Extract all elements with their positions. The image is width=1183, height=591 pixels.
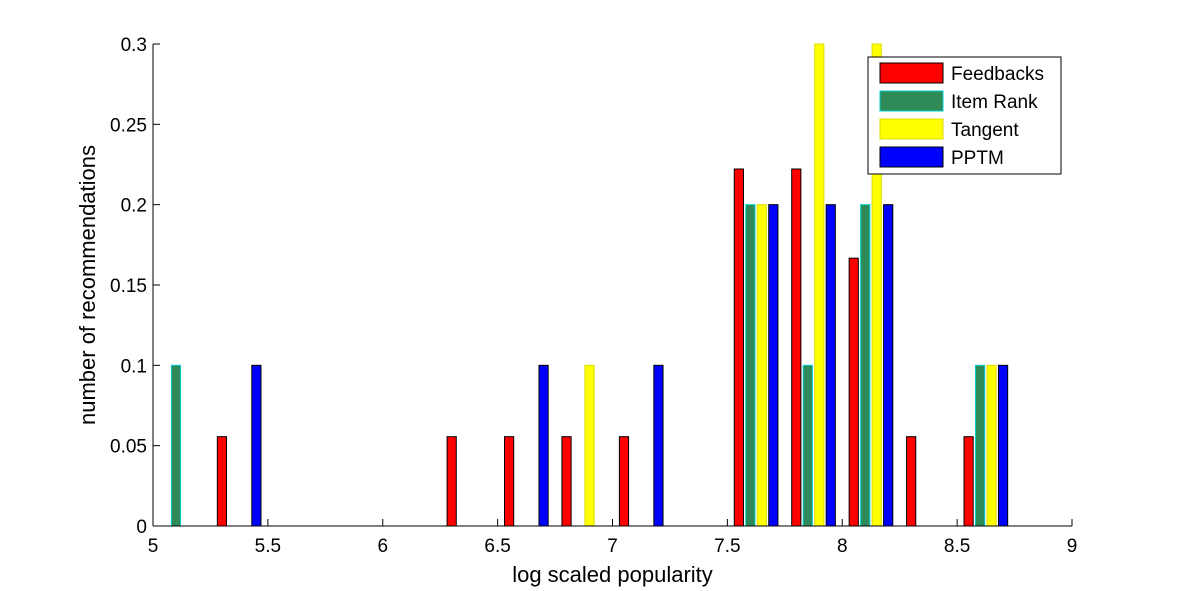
- bar-feedbacks-5: [446, 436, 457, 527]
- legend-label-item-rank: Item Rank: [951, 92, 1038, 113]
- y-tick-label: 0.05: [110, 437, 147, 458]
- bar-feedbacks-6: [504, 436, 515, 527]
- bar-item-rank-11: [802, 364, 813, 527]
- legend-swatch-pptm: [879, 146, 944, 168]
- y-tick-label: 0.2: [121, 196, 147, 217]
- x-tick-label: 6.5: [484, 536, 510, 557]
- bar-item-rank-12: [860, 204, 871, 527]
- bar-item-rank-14: [975, 364, 986, 527]
- y-axis-label: number of recommendations: [75, 145, 100, 425]
- bar-tangent-14: [986, 364, 997, 527]
- bar-tangent-10: [756, 204, 767, 527]
- bar-pptm-8: [653, 364, 664, 527]
- legend-label-tangent: Tangent: [951, 120, 1019, 141]
- x-tick-label: 7.5: [714, 536, 740, 557]
- y-tick-label: 0.1: [121, 356, 147, 377]
- legend-swatch-tangent: [879, 118, 944, 140]
- bar-pptm-14: [997, 364, 1009, 527]
- bar-feedbacks-7: [561, 436, 572, 527]
- legend-swatch-item-rank: [879, 90, 944, 112]
- bar-feedbacks-10: [733, 168, 744, 527]
- bar-feedbacks-1: [216, 436, 228, 527]
- bar-feedbacks-12: [848, 257, 859, 527]
- bar-pptm-10: [768, 204, 779, 527]
- x-tick-label: 8: [837, 536, 848, 557]
- bar-feedbacks-11: [791, 168, 802, 527]
- x-tick-label: 9: [1067, 536, 1078, 557]
- bar-feedbacks-14: [963, 436, 974, 527]
- axes-layer: 5 5.5 6 6.5 7 7.5 8 8.5 9 0 0.05 0.1 0.15 0.2 0.25 0.3: [110, 35, 1077, 557]
- x-tick-label: 5: [148, 536, 159, 557]
- x-tick-label: 8.5: [944, 536, 970, 557]
- x-tick-label: 7: [607, 536, 618, 557]
- legend: Feedbacks Item Rank Tangent PPTM: [867, 56, 1062, 175]
- bar-item-rank-0: [170, 364, 182, 527]
- bar-tangent-11: [814, 43, 825, 527]
- x-tick-label: 5.5: [255, 536, 281, 557]
- y-tick-label: 0.15: [110, 276, 147, 297]
- legend-label-pptm: PPTM: [951, 148, 1004, 169]
- legend-swatch-feedbacks: [879, 62, 944, 84]
- bar-pptm-6: [538, 364, 549, 527]
- bar-pptm-1: [251, 364, 262, 527]
- bars-layer: [170, 43, 1009, 527]
- bar-pptm-12: [883, 204, 894, 527]
- bar-feedbacks-8: [618, 436, 630, 527]
- y-tick-label: 0.25: [110, 115, 147, 136]
- y-tick-label: 0.3: [121, 35, 147, 56]
- y-tick-label: 0: [136, 517, 147, 538]
- legend-label-feedbacks: Feedbacks: [951, 64, 1044, 85]
- x-axis-label: log scaled popularity: [512, 562, 713, 587]
- bar-feedbacks-13: [906, 436, 917, 527]
- bar-item-rank-10: [745, 204, 756, 527]
- x-tick-label: 6: [377, 536, 388, 557]
- bar-tangent-7: [584, 364, 595, 527]
- bar-pptm-11: [825, 204, 836, 527]
